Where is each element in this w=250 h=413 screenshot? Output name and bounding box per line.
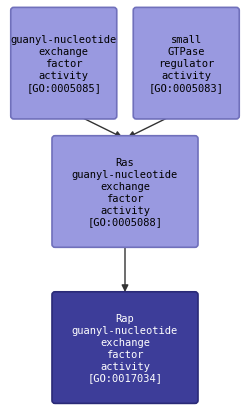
Text: Ras
guanyl-nucleotide
exchange
factor
activity
[GO:0005088]: Ras guanyl-nucleotide exchange factor ac… — [72, 157, 178, 227]
Text: Rap
guanyl-nucleotide
exchange
factor
activity
[GO:0017034]: Rap guanyl-nucleotide exchange factor ac… — [72, 313, 178, 383]
Text: guanyl-nucleotide
exchange
factor
activity
[GO:0005085]: guanyl-nucleotide exchange factor activi… — [10, 35, 117, 93]
FancyBboxPatch shape — [52, 136, 198, 248]
Text: small
GTPase
regulator
activity
[GO:0005083]: small GTPase regulator activity [GO:0005… — [149, 35, 224, 93]
FancyBboxPatch shape — [52, 292, 198, 404]
FancyBboxPatch shape — [11, 8, 117, 120]
FancyBboxPatch shape — [133, 8, 239, 120]
